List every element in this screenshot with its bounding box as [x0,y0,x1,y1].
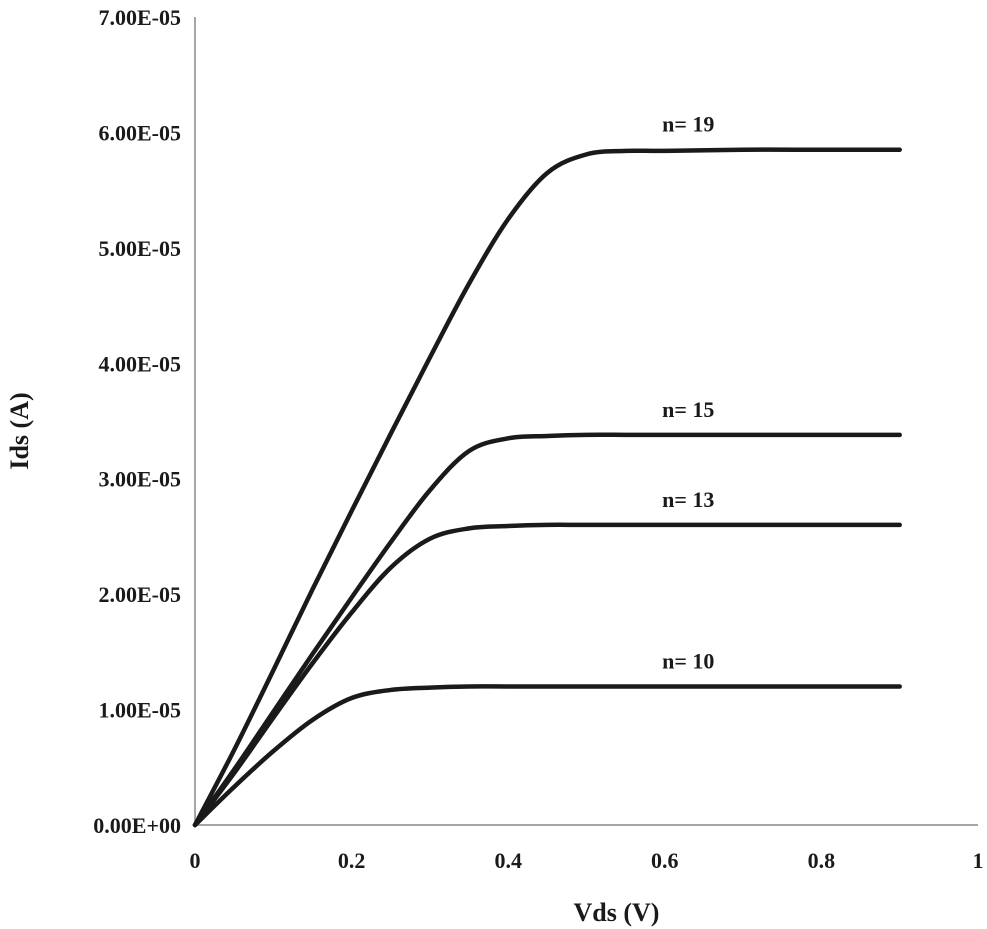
y-tick-label: 5.00E-05 [99,236,182,261]
y-tick-label: 0.00E+00 [93,813,181,838]
y-tick-label: 6.00E-05 [99,120,182,145]
x-tick-label: 0 [190,848,201,873]
series-label: n= 15 [662,397,714,422]
x-tick-label: 0.8 [808,848,836,873]
series-line-2 [192,522,902,828]
x-tick-label: 0.4 [494,848,522,873]
x-tick-label: 0.2 [338,848,366,873]
y-tick-label: 1.00E-05 [99,698,182,723]
series-label: n= 13 [662,487,714,512]
x-tick-labels: 0 0.2 0.4 0.6 0.8 1 [190,848,984,873]
y-tick-label: 4.00E-05 [99,351,182,376]
x-tick-label: 0.6 [651,848,679,873]
x-tick-label: 1 [973,848,984,873]
y-tick-label: 7.00E-05 [99,5,182,30]
series-labels: n= 19 n= 15 n= 13 n= 10 [662,112,714,674]
series-label: n= 19 [662,112,714,137]
series-lines [192,147,902,828]
series-line-1 [192,432,902,828]
series-line-3 [192,684,902,828]
axes [194,17,978,826]
series-label: n= 10 [662,648,714,673]
series-line-0 [192,147,902,828]
y-tick-label: 3.00E-05 [99,467,182,492]
y-tick-label: 2.00E-05 [99,582,182,607]
y-axis-title: Ids (A) [5,392,34,469]
x-axis-title: Vds (V) [574,898,660,927]
y-tick-labels: 0.00E+00 1.00E-05 2.00E-05 3.00E-05 4.00E-05… [93,5,181,838]
